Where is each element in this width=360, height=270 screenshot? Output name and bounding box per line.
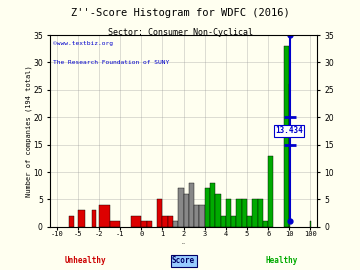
Bar — [258, 200, 263, 227]
Bar — [268, 156, 274, 227]
Bar — [247, 216, 252, 227]
Bar — [131, 216, 141, 227]
Bar — [221, 216, 226, 227]
Bar — [157, 200, 162, 227]
Text: Unhealthy: Unhealthy — [64, 256, 106, 265]
Bar — [194, 205, 199, 227]
Bar — [242, 200, 247, 227]
Bar — [173, 221, 178, 227]
Bar — [78, 210, 85, 227]
Bar — [40, 216, 48, 227]
Text: ©www.textbiz.org: ©www.textbiz.org — [53, 41, 113, 46]
Bar — [109, 221, 120, 227]
Bar — [199, 205, 205, 227]
Text: Score: Score — [172, 256, 195, 265]
Text: Sector: Consumer Non-Cyclical: Sector: Consumer Non-Cyclical — [108, 28, 252, 37]
Text: 13.434: 13.434 — [275, 126, 303, 136]
Bar — [237, 200, 242, 227]
Bar — [263, 221, 268, 227]
Bar — [252, 200, 258, 227]
Bar — [189, 183, 194, 227]
Bar — [69, 216, 74, 227]
Bar — [231, 216, 237, 227]
Bar — [147, 221, 152, 227]
Bar — [215, 194, 221, 227]
Y-axis label: Number of companies (194 total): Number of companies (194 total) — [25, 65, 32, 197]
Bar — [184, 194, 189, 227]
Bar — [210, 183, 215, 227]
Bar — [162, 216, 168, 227]
Bar — [99, 205, 109, 227]
Bar — [226, 200, 231, 227]
Bar — [284, 46, 289, 227]
Text: The Research Foundation of SUNY: The Research Foundation of SUNY — [53, 60, 169, 65]
Bar — [141, 221, 147, 227]
Bar — [92, 210, 95, 227]
Bar — [178, 188, 184, 227]
Text: Z''-Score Histogram for WDFC (2016): Z''-Score Histogram for WDFC (2016) — [71, 8, 289, 18]
Bar — [168, 216, 173, 227]
Bar — [205, 188, 210, 227]
Text: Healthy: Healthy — [266, 256, 298, 265]
X-axis label: Score: Score — [181, 242, 186, 244]
